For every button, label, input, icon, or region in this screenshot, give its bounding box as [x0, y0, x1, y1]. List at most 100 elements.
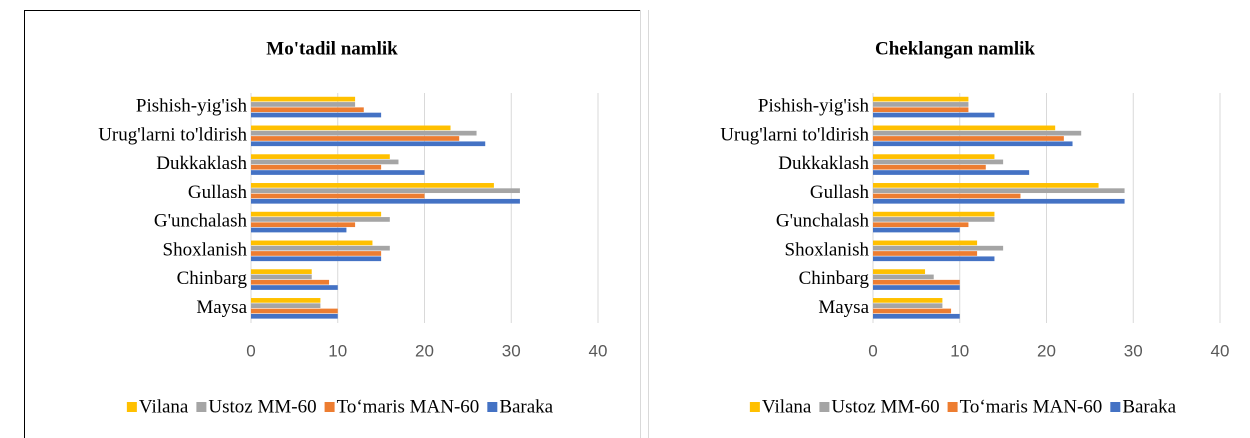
bar [873, 159, 1004, 165]
x-tick-label: 40 [589, 341, 608, 360]
bar [873, 193, 1021, 199]
bar [873, 170, 1030, 175]
legend-swatch [819, 402, 830, 412]
bar [873, 269, 926, 274]
x-tick-label: 10 [328, 341, 347, 360]
legend-swatch [487, 402, 498, 412]
bar [873, 107, 969, 113]
bar [251, 125, 451, 131]
bar [873, 274, 934, 280]
legend-swatch [324, 402, 335, 412]
x-tick-label: 30 [502, 341, 521, 360]
bar [873, 240, 978, 246]
bar [873, 102, 969, 107]
bar [251, 102, 356, 107]
category-label: Shoxlanish [163, 239, 248, 260]
bar [873, 164, 986, 170]
x-tick-label: 40 [1211, 341, 1230, 360]
category-label: Maysa [196, 297, 247, 318]
bar [251, 198, 520, 204]
bar [251, 227, 347, 233]
x-tick-label: 10 [950, 341, 969, 360]
bar [251, 154, 390, 159]
bar [873, 130, 1082, 136]
bar [873, 285, 960, 290]
bar [251, 240, 373, 246]
bar [251, 285, 338, 290]
bar [873, 112, 995, 118]
bar [251, 193, 425, 199]
x-tick-label: 20 [415, 341, 434, 360]
bar [251, 269, 312, 274]
bar [251, 222, 356, 228]
bar [251, 183, 494, 188]
category-label: Shoxlanish [785, 239, 870, 260]
legend-label: Baraka [499, 396, 553, 417]
bar [251, 251, 382, 256]
bar [251, 303, 321, 309]
bar [873, 303, 943, 309]
bar [873, 211, 995, 217]
category-label: Pishish-yig'ish [758, 96, 870, 117]
bar [873, 245, 1004, 251]
bar [251, 298, 321, 303]
bar [873, 256, 995, 262]
bar [873, 217, 995, 222]
bar [251, 159, 399, 165]
legend-swatch [947, 402, 958, 412]
bar [873, 308, 952, 314]
bar [873, 222, 969, 228]
x-tick-label: 0 [246, 341, 255, 360]
category-label: Gullash [810, 182, 870, 203]
category-label: Urug'larni to'ldirish [98, 124, 247, 145]
category-label: Chinbarg [799, 268, 870, 289]
legend-label: Ustoz MM-60 [208, 396, 316, 417]
bar [251, 170, 425, 175]
category-label: Maysa [818, 297, 869, 318]
x-tick-label: 0 [868, 341, 877, 360]
legend-label: Vilana [139, 396, 189, 417]
bar [251, 96, 356, 102]
bar [251, 308, 338, 314]
category-label: Dukkaklash [778, 153, 869, 174]
bar [873, 136, 1064, 141]
category-label: Urug'larni to'ldirish [720, 124, 869, 145]
category-label: Dukkaklash [156, 153, 247, 174]
x-tick-label: 30 [1124, 341, 1143, 360]
legend-label: Vilana [762, 396, 812, 417]
legend-swatch [196, 402, 207, 412]
bar [873, 227, 960, 233]
category-label: Pishish-yig'ish [136, 96, 248, 117]
legend-label: Ustoz MM-60 [831, 396, 939, 417]
bar [251, 279, 330, 285]
bar [873, 141, 1073, 147]
bar [251, 217, 390, 222]
bar [251, 313, 338, 319]
bar [873, 96, 969, 102]
bar [873, 188, 1125, 194]
bar [251, 112, 382, 118]
chart-title: Cheklangan namlik [875, 38, 1035, 59]
bar [251, 211, 382, 217]
bar [873, 183, 1099, 188]
category-label: G'unchalash [776, 211, 870, 232]
bar [251, 164, 382, 170]
bar [251, 136, 460, 141]
bar [873, 198, 1125, 204]
bar [251, 256, 382, 262]
category-label: Gullash [188, 182, 248, 203]
bar [873, 279, 960, 285]
legend-swatch [126, 402, 137, 412]
bar [251, 130, 477, 136]
x-tick-label: 20 [1037, 341, 1056, 360]
category-label: Chinbarg [177, 268, 248, 289]
legend-label: To‘maris MAN-60 [337, 396, 480, 417]
bar [251, 188, 520, 194]
chart-title: Mo'tadil namlik [266, 38, 398, 59]
bar [873, 251, 978, 256]
category-label: G'unchalash [154, 211, 248, 232]
bar [251, 245, 390, 251]
bar [251, 107, 364, 113]
legend-swatch [749, 402, 760, 412]
